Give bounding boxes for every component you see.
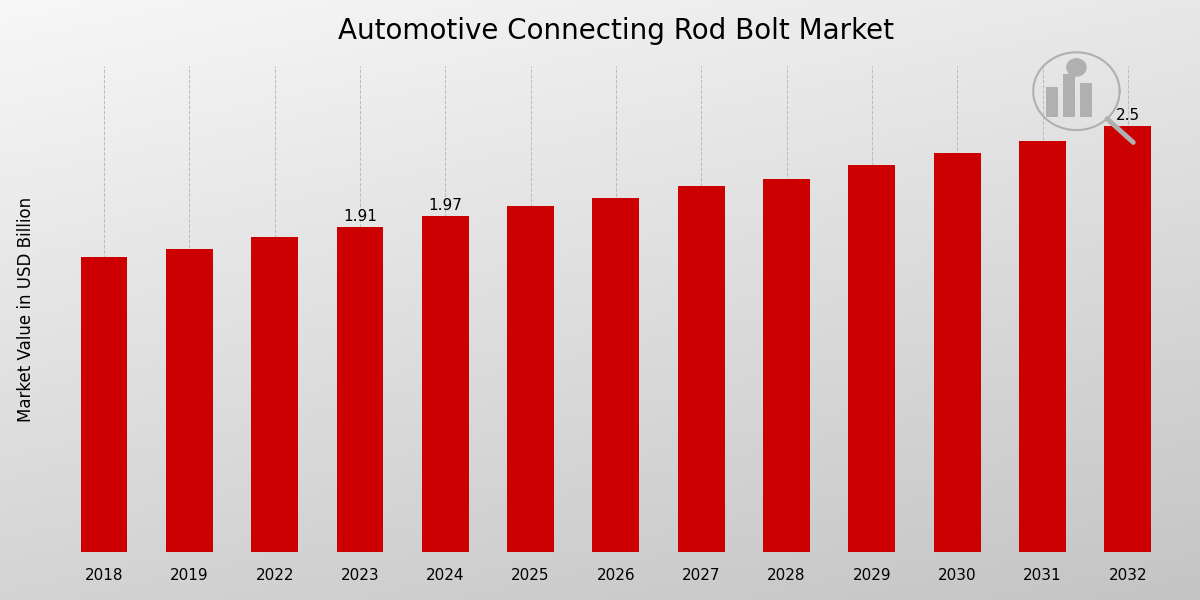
Bar: [166, 249, 212, 553]
Bar: [848, 166, 895, 553]
Circle shape: [1067, 59, 1086, 76]
Bar: [1046, 87, 1058, 117]
Y-axis label: Market Value in USD Billion: Market Value in USD Billion: [17, 197, 35, 422]
Bar: [678, 186, 725, 553]
Bar: [422, 217, 469, 553]
Bar: [508, 206, 554, 553]
Bar: [1080, 83, 1092, 117]
Bar: [80, 257, 127, 553]
Bar: [251, 237, 298, 553]
Text: 2.5: 2.5: [1116, 108, 1140, 123]
Text: 1.97: 1.97: [428, 199, 462, 214]
Bar: [763, 179, 810, 553]
Bar: [1063, 74, 1075, 117]
Bar: [934, 154, 980, 553]
Bar: [1104, 126, 1151, 553]
Bar: [336, 227, 384, 553]
Text: 1.91: 1.91: [343, 209, 377, 224]
Bar: [1019, 142, 1066, 553]
Bar: [593, 198, 640, 553]
Title: Automotive Connecting Rod Bolt Market: Automotive Connecting Rod Bolt Market: [338, 17, 894, 44]
